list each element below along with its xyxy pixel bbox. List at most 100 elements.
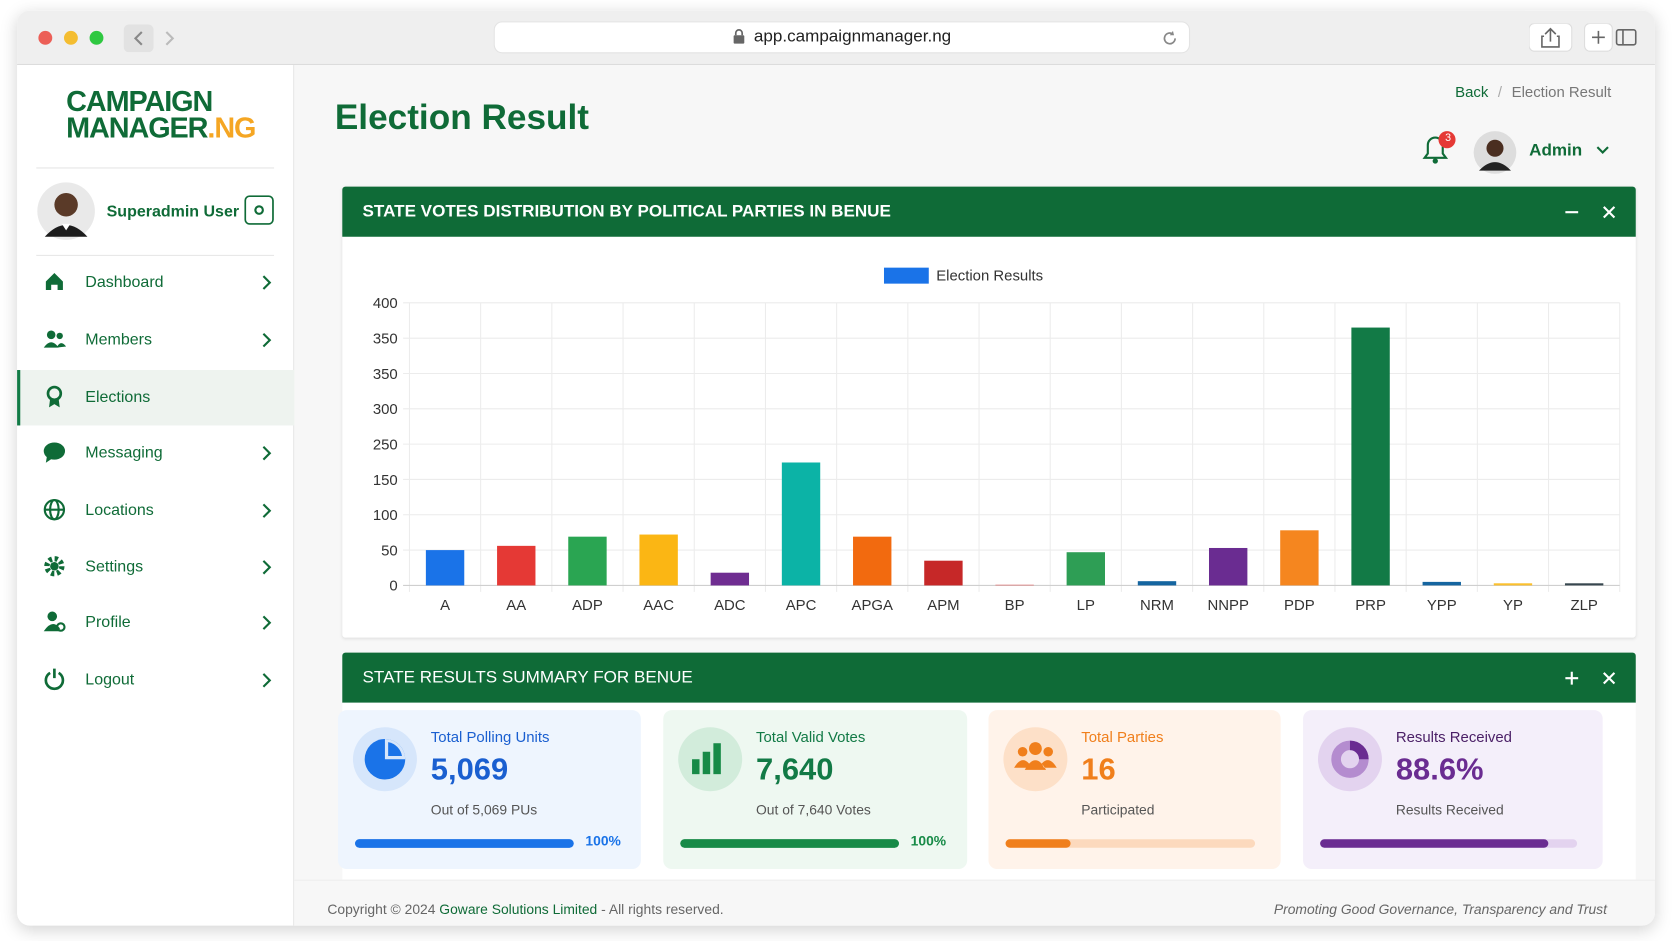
menu-icon [43,611,66,632]
x-tick-label: BP [1005,597,1025,614]
page-title: Election Result [334,97,590,137]
menu-icon [43,330,67,348]
bar [639,534,678,586]
card-value: 88.6% [1395,752,1484,787]
x-tick-label: ADP [572,597,603,614]
menu-item[interactable]: Dashboard [17,255,293,310]
menu-item[interactable]: Profile [17,595,293,650]
menu-item[interactable]: Locations [17,483,293,538]
y-tick-label: 350 [373,330,398,347]
card-value: 7,640 [756,752,834,787]
bar [1422,581,1461,586]
card-label: Total Parties [1081,728,1164,746]
panel-controls[interactable] [1563,205,1627,220]
title-bar: app.campaignmanager.ng [17,10,1655,66]
y-tick-label: 100 [373,507,398,524]
summary-card: Total Parties 16 Participated [988,710,1281,870]
admin-avatar [1473,131,1517,174]
legend-swatch [883,267,929,284]
card-value: 16 [1081,752,1116,787]
progress-track [1005,839,1256,848]
footer: Copyright © 2024 Goware Solutions Limite… [294,879,1655,926]
logo-suffix: .NG [207,111,256,144]
logo[interactable]: CAMPAIGN MANAGER.NG [66,85,256,153]
bar [710,572,750,586]
x-tick-label: AA [506,597,526,614]
chevron [262,275,272,290]
menu-item[interactable]: Elections [17,370,297,426]
y-tick-label: 0 [389,578,397,595]
chart-panel-title: STATE VOTES DISTRIBUTION BY POLITICAL PA… [362,202,891,221]
breadcrumb-current: Election Result [1511,83,1612,101]
bar [781,462,821,586]
menu-icon [44,556,65,577]
bar [1208,547,1248,586]
sidebar: CAMPAIGN MANAGER.NG Superadmin User Dash… [17,65,297,926]
menu-item[interactable]: Messaging [17,425,293,480]
bar [1351,327,1390,586]
summary-panel-header: STATE RESULTS SUMMARY FOR BENUE [342,652,1636,703]
chevron [262,615,272,630]
y-tick-label: 300 [373,401,398,418]
close-dot[interactable] [38,30,53,45]
x-tick-label: ADC [714,597,746,614]
user-name: Superadmin User [106,202,240,221]
card-sub: Out of 7,640 Votes [756,801,871,818]
y-tick-label: 400 [373,295,398,312]
x-tick-label: A [440,597,450,614]
menu-item[interactable]: Logout [17,653,293,708]
card-icon [352,727,417,792]
breadcrumb-back[interactable]: Back [1455,83,1489,101]
x-tick-label: ZLP [1570,597,1597,614]
summary-panel: STATE RESULTS SUMMARY FOR BENUE [342,652,1636,703]
menu-label: Logout [85,670,135,689]
menu-label: Settings [85,557,144,576]
notification-bell[interactable] [1416,129,1459,167]
nav-buttons[interactable] [123,24,184,53]
notification-count: 3 [1445,132,1452,144]
user-avatar [37,182,95,240]
summary-card: Total Polling Units 5,069 Out of 5,069 PUs… [338,710,641,870]
chevron [262,503,272,518]
chevron [262,333,272,348]
progress-label: 100% [910,832,947,849]
menu-item[interactable]: Settings [17,540,293,595]
panel-controls[interactable] [1563,671,1627,686]
menu-item[interactable]: Members [17,312,293,367]
x-tick-label: AAC [643,597,674,614]
url-bar[interactable]: app.campaignmanager.ng [494,22,1189,53]
card-label: Results Received [1395,728,1512,746]
copyright: Copyright © 2024 [327,901,436,918]
y-tick-label: 50 [381,542,398,559]
summary-title: STATE RESULTS SUMMARY FOR BENUE [362,668,693,687]
toolbar-buttons[interactable] [1529,23,1646,53]
y-tick-label: 150 [373,472,398,489]
card-icon [678,727,743,792]
breadcrumb: Back / Election Result [1455,83,1612,101]
chart-panel: STATE VOTES DISTRIBUTION BY POLITICAL PA… [342,186,1636,638]
x-tick-label: APC [786,597,817,614]
menu-label: Elections [85,388,151,407]
user-settings-button[interactable] [244,195,274,225]
bar [568,536,607,586]
zoom-dot[interactable] [89,30,104,45]
chart-panel-header: STATE VOTES DISTRIBUTION BY POLITICAL PA… [342,186,1636,237]
logo-top: CAMPAIGN [66,85,213,118]
card-label: Total Polling Units [430,728,550,746]
x-tick-label: APGA [852,597,893,614]
admin-name: Admin [1529,141,1583,160]
company-link[interactable]: Goware Solutions Limited [439,901,598,918]
progress-bar [1320,839,1548,848]
bar [924,560,963,586]
menu-label: Profile [85,613,131,632]
card-label: Total Valid Votes [756,728,866,746]
minimize-dot[interactable] [63,30,78,45]
chevron [262,446,272,461]
admin-menu[interactable]: Admin [1529,142,1610,161]
menu-icon [44,668,65,691]
chevron [262,560,272,575]
x-tick-label: NRM [1140,597,1174,614]
